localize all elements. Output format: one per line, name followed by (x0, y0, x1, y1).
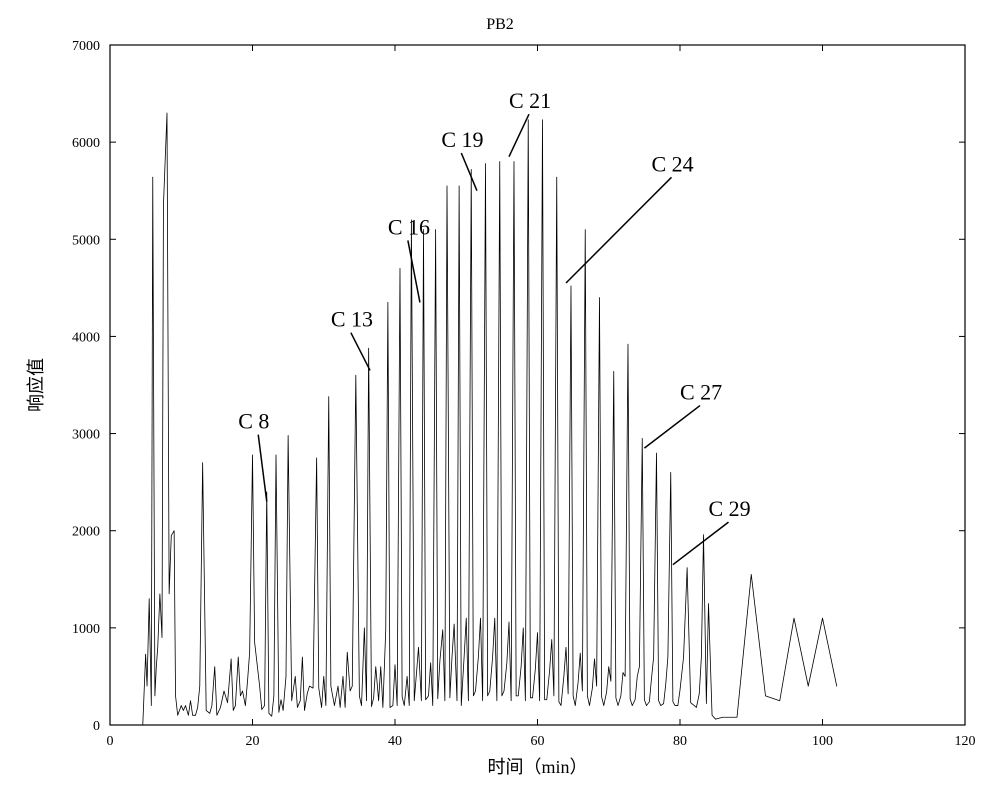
plot-box (110, 45, 965, 725)
annotation-leader (673, 522, 729, 565)
annotation-leader (408, 240, 420, 302)
annotation-leader (509, 114, 529, 157)
annotation-leader (258, 435, 267, 502)
annotation-leader (461, 153, 477, 191)
annotation-leader (566, 177, 672, 283)
xtick-label: 0 (107, 734, 114, 749)
ytick-label: 1000 (72, 622, 100, 637)
ytick-label: 6000 (72, 136, 100, 151)
ytick-label: 5000 (72, 233, 100, 248)
ytick-label: 7000 (72, 39, 100, 54)
xtick-label: 120 (955, 734, 976, 749)
annotation-leader (644, 406, 700, 449)
ytick-label: 2000 (72, 525, 100, 540)
ytick-label: 0 (93, 719, 100, 734)
ytick-label: 3000 (72, 428, 100, 443)
ytick-label: 4000 (72, 330, 100, 345)
chart-svg: 0 20 40 60 80 100 120 0 1000 2000 3000 4000 5000 6000… (0, 0, 1000, 795)
xtick-label: 40 (388, 734, 402, 749)
xtick-label: 100 (812, 734, 833, 749)
annotation-label: C 21 (509, 88, 551, 113)
annotation-label: C 27 (680, 380, 722, 405)
annotation-label: C 19 (441, 127, 483, 152)
annotation-label: C 16 (388, 214, 430, 239)
xtick-label: 60 (531, 734, 545, 749)
xtick-label: 20 (246, 734, 260, 749)
xlabel: 时间（min） (487, 757, 587, 777)
annotation-label: C 29 (709, 496, 751, 521)
annotation-label: C 24 (652, 151, 694, 176)
chromatogram-figure: PB2 020406080100120010002000300040005000… (0, 0, 1000, 795)
annotation-label: C 8 (238, 409, 269, 434)
xtick-label: 80 (673, 734, 687, 749)
annotation-leader (351, 333, 370, 371)
annotation-label: C 13 (331, 307, 373, 332)
ylabel: 响应值 (26, 358, 46, 412)
